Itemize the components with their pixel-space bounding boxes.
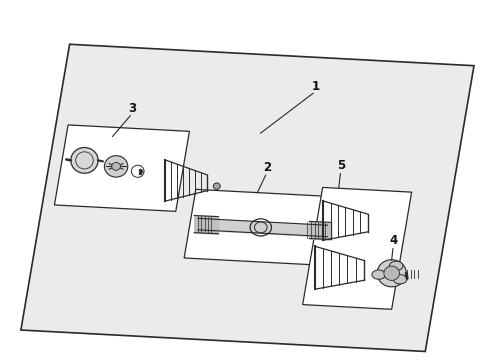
Ellipse shape bbox=[390, 261, 403, 270]
Text: 5: 5 bbox=[337, 159, 345, 172]
Ellipse shape bbox=[254, 222, 267, 233]
Ellipse shape bbox=[372, 270, 386, 279]
Text: 4: 4 bbox=[389, 234, 397, 247]
Polygon shape bbox=[21, 44, 474, 351]
Ellipse shape bbox=[112, 162, 121, 170]
Text: 3: 3 bbox=[128, 102, 136, 114]
Text: 1: 1 bbox=[311, 80, 319, 93]
Polygon shape bbox=[184, 189, 338, 265]
Polygon shape bbox=[303, 188, 412, 309]
Ellipse shape bbox=[393, 275, 407, 284]
Text: 2: 2 bbox=[263, 161, 271, 174]
Ellipse shape bbox=[213, 183, 220, 189]
Ellipse shape bbox=[71, 148, 98, 173]
Ellipse shape bbox=[104, 156, 128, 177]
Ellipse shape bbox=[377, 260, 406, 287]
Ellipse shape bbox=[384, 266, 399, 280]
Polygon shape bbox=[54, 125, 190, 211]
